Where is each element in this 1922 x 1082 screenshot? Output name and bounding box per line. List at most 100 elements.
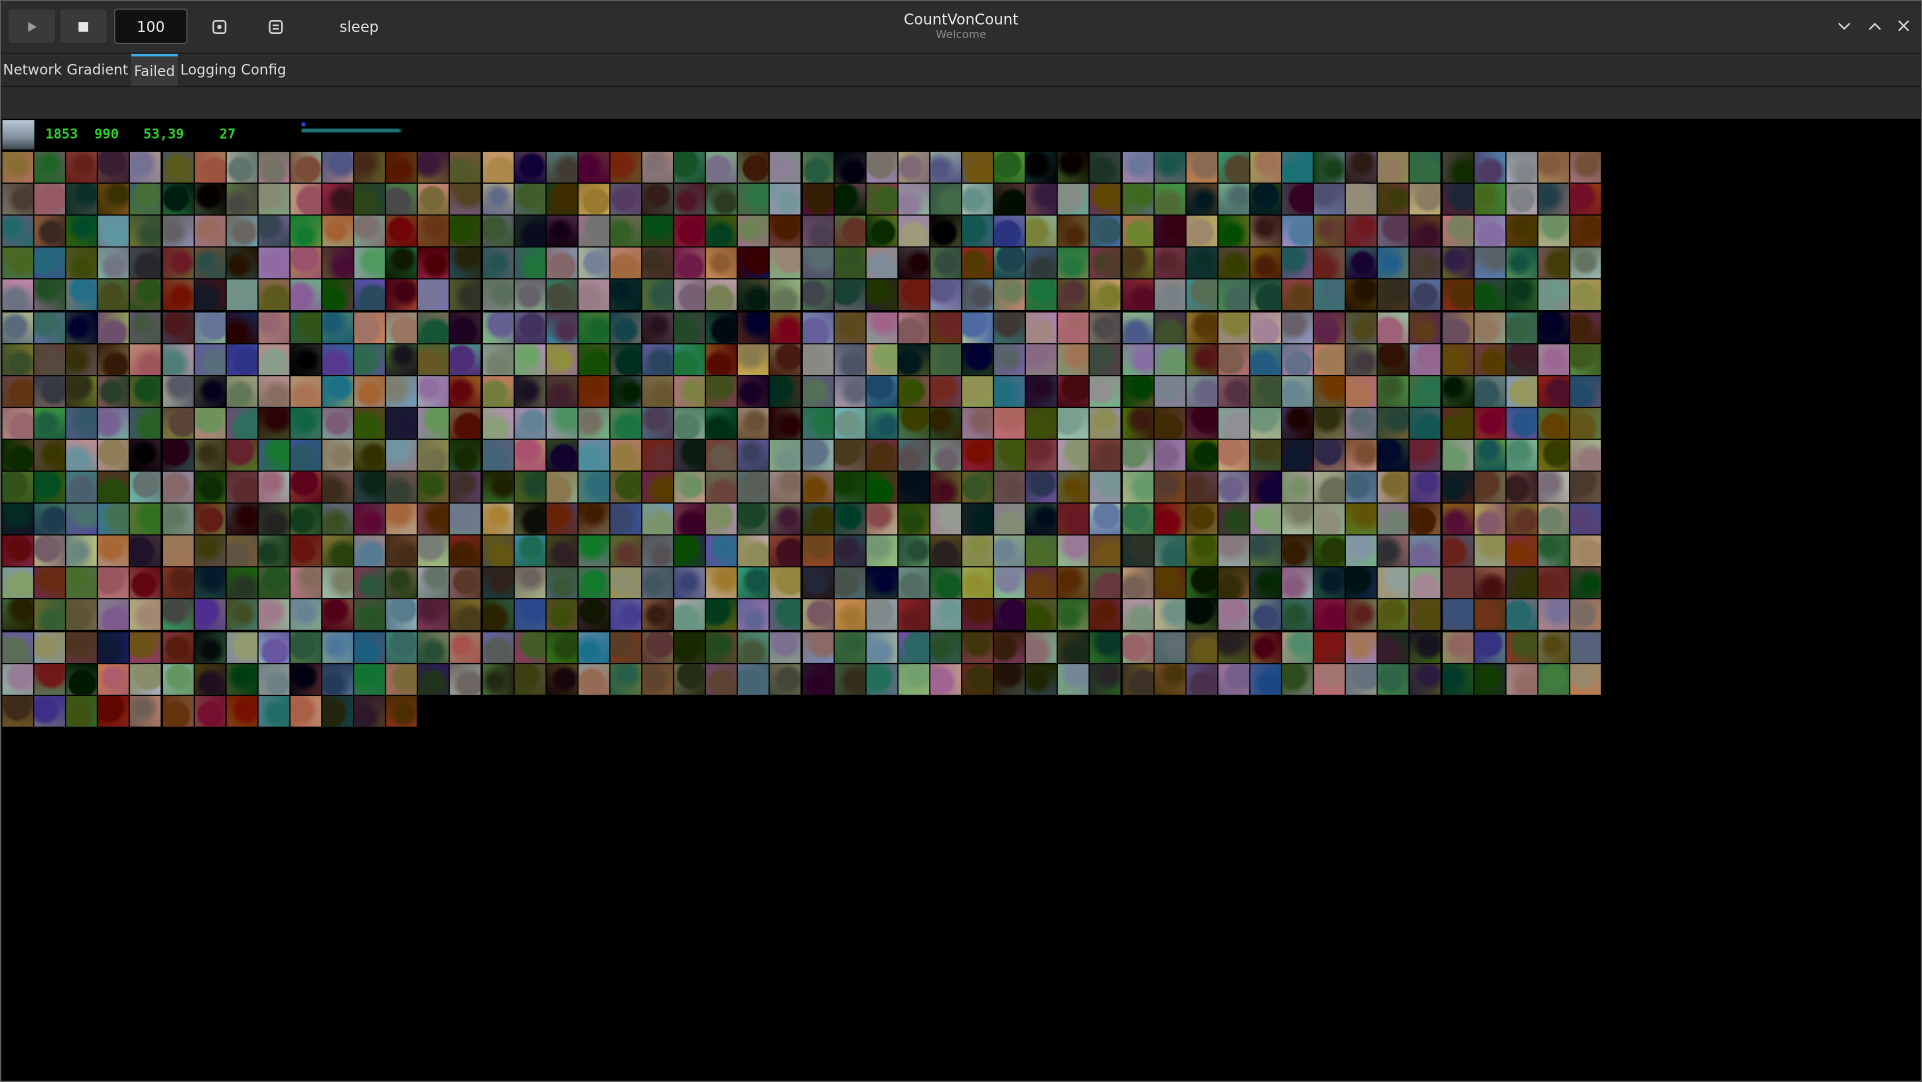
failed-image-tile [258, 695, 290, 727]
failed-image-tile [610, 247, 641, 279]
close-button[interactable] [1894, 16, 1914, 36]
failed-image-tile [706, 343, 737, 375]
minimize-button[interactable] [1834, 16, 1854, 36]
failed-image-tile [386, 663, 418, 695]
failed-image-tile [642, 215, 673, 247]
failed-image-tile [834, 407, 865, 439]
failed-image-tile [66, 631, 98, 663]
failed-image-tile [258, 471, 290, 503]
tab-config[interactable]: Config [239, 54, 288, 86]
failed-image-tile [994, 343, 1025, 375]
failed-image-tile [162, 375, 194, 407]
tab-gradient[interactable]: Gradient [66, 54, 129, 86]
failed-image-tile [642, 439, 673, 471]
tab-failed[interactable]: Failed [131, 53, 178, 86]
play-button[interactable] [7, 8, 57, 45]
failed-image-tile [450, 439, 481, 471]
failed-image-tile [1410, 567, 1441, 599]
failed-image-tile [1218, 183, 1249, 215]
failed-image-tile [1538, 183, 1569, 215]
failed-image-tile [1442, 311, 1473, 343]
failed-image-tile [1154, 183, 1185, 215]
failed-image-tile [1442, 375, 1473, 407]
failed-image-tile [1474, 439, 1505, 471]
failed-image-tile [98, 567, 130, 599]
failed-image-tile [1410, 631, 1441, 663]
failed-image-tile [898, 183, 929, 215]
save-button[interactable] [251, 9, 300, 45]
failed-image-tile [418, 311, 450, 343]
failed-image-tile [130, 599, 162, 631]
failed-image-tile [1314, 439, 1345, 471]
failed-image-tile [98, 439, 130, 471]
failed-image-tile [34, 599, 66, 631]
failed-image-tile [290, 535, 322, 567]
failed-image-tile [1250, 663, 1281, 695]
failed-image-tile [66, 247, 98, 279]
failed-image-tile [1442, 439, 1473, 471]
tab-logging[interactable]: Logging [180, 54, 236, 86]
failed-image-tile [578, 407, 609, 439]
failed-image-tile [674, 567, 705, 599]
failed-image-tile [354, 215, 386, 247]
failed-image-tile [802, 471, 833, 503]
failed-image-tile [1506, 311, 1537, 343]
failed-image-tile [770, 599, 801, 631]
failed-image-tile [66, 279, 98, 311]
failed-image-tile [546, 407, 577, 439]
failed-image-tile [738, 151, 769, 183]
failed-image-tile [66, 471, 98, 503]
failed-image-tile [1538, 663, 1569, 695]
stop-button[interactable] [58, 8, 108, 45]
stat-epoch: 27 [219, 126, 236, 143]
failed-image-tile [1282, 663, 1313, 695]
failed-image-tile [642, 471, 673, 503]
failed-image-tile [2, 375, 34, 407]
failed-image-tile [1538, 215, 1569, 247]
failed-image-tile [834, 279, 865, 311]
failed-image-tile [770, 279, 801, 311]
failed-image-tile [1538, 471, 1569, 503]
failed-image-tile [738, 279, 769, 311]
failed-image-tile [514, 375, 545, 407]
failed-image-tile [770, 311, 801, 343]
failed-image-tile [1282, 567, 1313, 599]
tab-bar: Network Gradient Failed Logging Config [1, 53, 1921, 88]
failed-image-tile [1378, 407, 1409, 439]
failed-image-tile [1506, 663, 1537, 695]
failed-image-tile [386, 407, 418, 439]
failed-image-tile [1538, 343, 1569, 375]
failed-image-tile [322, 375, 354, 407]
failed-image-tile [1058, 535, 1089, 567]
failed-image-tile [1378, 375, 1409, 407]
failed-image-tile [1410, 311, 1441, 343]
failed-image-tile [770, 503, 801, 535]
failed-image-tile [1474, 503, 1505, 535]
failed-image-tile [482, 599, 513, 631]
maximize-button[interactable] [1864, 16, 1884, 36]
failed-image-tile [546, 183, 577, 215]
failed-image-tile [418, 247, 450, 279]
failed-image-tile [322, 471, 354, 503]
failed-image-tile [674, 471, 705, 503]
failed-image-tile [546, 535, 577, 567]
failed-image-tile [34, 471, 66, 503]
failed-image-tile [578, 183, 609, 215]
failed-image-tile [994, 247, 1025, 279]
tab-network[interactable]: Network [1, 54, 64, 86]
failed-image-tile [1250, 631, 1281, 663]
failed-image-tile [1410, 663, 1441, 695]
failed-image-tile [66, 567, 98, 599]
failed-image-tile [1410, 215, 1441, 247]
failed-image-tile [994, 311, 1025, 343]
failed-image-tile [290, 247, 322, 279]
failed-image-tile [674, 215, 705, 247]
failed-image-tile [994, 631, 1025, 663]
settings-button[interactable] [195, 9, 244, 45]
failed-image-tile [546, 439, 577, 471]
failed-image-tile [578, 215, 609, 247]
failed-image-tile [1346, 439, 1377, 471]
failed-image-tile [610, 375, 641, 407]
iterations-input[interactable]: 100 [113, 8, 188, 45]
failed-image-tile [98, 215, 130, 247]
